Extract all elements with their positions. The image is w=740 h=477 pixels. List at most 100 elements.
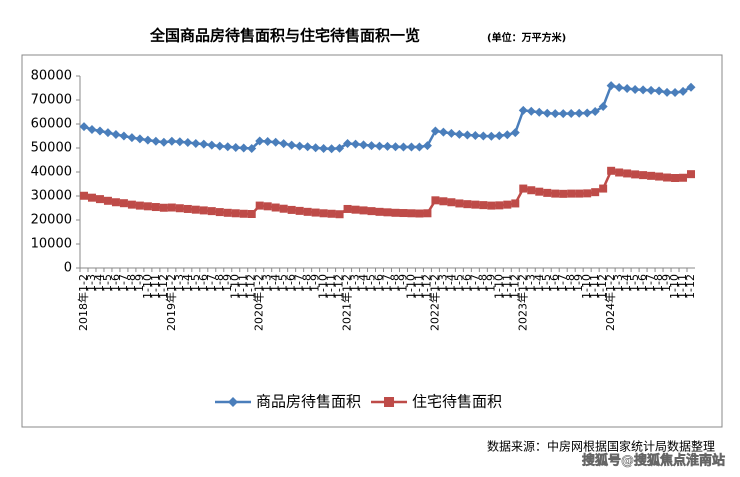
x-tick-label: 1-9 — [396, 274, 409, 292]
legend-marker — [228, 397, 238, 407]
point-marker — [687, 170, 696, 179]
point-marker — [478, 131, 488, 141]
point-marker — [550, 109, 560, 119]
point-marker — [279, 139, 289, 149]
point-marker — [455, 199, 464, 208]
point-marker — [311, 208, 320, 217]
point-marker — [263, 137, 273, 147]
point-marker — [646, 85, 656, 95]
point-marker — [494, 131, 504, 141]
x-tick-label: 1-9 — [309, 274, 322, 292]
point-marker — [527, 186, 536, 195]
point-marker — [343, 204, 352, 213]
point-marker — [383, 141, 392, 151]
y-tick-label: 30000 — [31, 189, 72, 204]
point-marker — [87, 193, 96, 202]
source-note: 数据来源：中房网根据国家统计局数据整理 — [487, 439, 715, 454]
point-marker — [183, 137, 193, 147]
x-tick-label: 1-5 — [101, 274, 114, 292]
x-tick-label: 1-10 — [317, 274, 330, 299]
point-marker — [191, 205, 200, 214]
point-marker — [327, 144, 337, 154]
point-marker — [598, 101, 608, 111]
point-marker — [351, 139, 361, 149]
x-tick-label: 1-12 — [420, 274, 433, 299]
x-tick-label: 1-6 — [636, 274, 649, 292]
point-marker — [398, 142, 408, 152]
x-tick-label: 1-3 — [261, 274, 274, 292]
y-tick-label: 50000 — [31, 141, 72, 156]
x-tick-label: 1-8 — [652, 274, 665, 292]
point-marker — [375, 141, 385, 151]
x-tick-label: 1-10 — [492, 274, 505, 299]
point-marker — [127, 200, 136, 209]
point-marker — [446, 128, 456, 138]
point-marker — [519, 184, 528, 193]
point-marker — [390, 142, 400, 152]
point-marker — [630, 84, 640, 94]
x-tick-label: 1-11 — [237, 274, 250, 299]
point-marker — [582, 108, 592, 118]
point-marker — [486, 131, 496, 141]
point-marker — [590, 107, 600, 117]
point-marker — [175, 137, 185, 147]
point-marker — [510, 128, 520, 138]
point-marker — [663, 173, 672, 182]
x-tick-label: 1-6 — [373, 274, 386, 292]
point-marker — [686, 82, 696, 92]
y-tick-label: 40000 — [31, 165, 72, 180]
point-marker — [167, 136, 177, 146]
point-marker — [271, 137, 281, 147]
point-marker — [247, 210, 256, 218]
point-marker — [454, 129, 464, 139]
point-marker — [255, 136, 265, 146]
point-marker — [487, 201, 496, 210]
x-tick-label: 2018年1-2 — [76, 274, 90, 331]
point-marker — [223, 208, 232, 217]
point-marker — [575, 189, 584, 198]
legend-marker — [384, 397, 395, 407]
point-marker — [638, 85, 648, 95]
point-marker — [662, 87, 672, 97]
x-tick-label: 1-12 — [333, 274, 346, 299]
point-marker — [303, 207, 312, 216]
point-marker — [471, 200, 480, 209]
x-tick-label: 2022年1-2 — [427, 274, 441, 331]
chart-frame — [21, 54, 723, 428]
point-marker — [591, 188, 600, 197]
x-tick-label: 1-5 — [277, 274, 290, 292]
point-marker — [391, 208, 400, 217]
point-marker — [231, 209, 240, 218]
point-marker — [551, 189, 560, 198]
point-marker — [215, 208, 224, 217]
x-tick-label: 1-7 — [381, 274, 394, 292]
x-tick-label: 1-8 — [213, 274, 226, 292]
chart-subtitle: (单位：万平方米) — [487, 31, 566, 44]
point-marker — [518, 105, 528, 115]
point-marker — [631, 170, 640, 179]
point-marker — [263, 202, 272, 211]
point-marker — [607, 166, 616, 175]
point-marker — [639, 171, 648, 180]
x-tick-label: 1-4 — [269, 274, 282, 292]
x-tick-label: 1-8 — [125, 274, 138, 292]
x-tick-label: 1-8 — [388, 274, 401, 292]
x-tick-label: 2021年1-2 — [340, 274, 354, 331]
point-marker — [319, 143, 329, 153]
x-tick-label: 2020年1-2 — [252, 274, 266, 331]
point-marker — [287, 205, 296, 214]
x-tick-label: 1-3 — [349, 274, 362, 292]
point-marker — [462, 130, 472, 140]
chart-title: 全国商品房待售面积与住宅待售面积一览 — [149, 27, 420, 45]
point-marker — [79, 122, 89, 132]
y-tick-label: 20000 — [31, 213, 72, 228]
point-marker — [119, 131, 129, 141]
point-marker — [566, 108, 576, 118]
point-marker — [502, 130, 512, 140]
point-marker — [511, 199, 520, 208]
x-tick-label: 1-7 — [293, 274, 306, 292]
point-marker — [654, 86, 664, 96]
point-marker — [678, 86, 688, 96]
x-tick-label: 1-11 — [149, 274, 162, 299]
